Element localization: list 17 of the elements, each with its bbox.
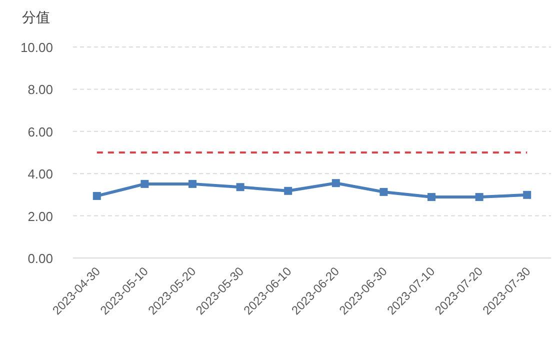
y-tick-label: 2.00 (28, 208, 53, 224)
point (284, 186, 292, 195)
y-tick-label: 6.00 (28, 124, 53, 140)
y-tick-label: 0.00 (28, 251, 53, 266)
point (428, 193, 436, 202)
point (188, 180, 196, 188)
y-tick-label: 10.00 (20, 40, 53, 55)
point (140, 180, 149, 188)
y-tick-label: 4.00 (28, 166, 53, 182)
y-axis-title: 分值 (22, 9, 50, 25)
point (92, 192, 101, 200)
y-tick-label: 8.00 (28, 82, 53, 98)
point (236, 183, 244, 192)
point (523, 190, 532, 199)
point (475, 193, 484, 202)
point (332, 179, 340, 188)
point (380, 188, 388, 196)
